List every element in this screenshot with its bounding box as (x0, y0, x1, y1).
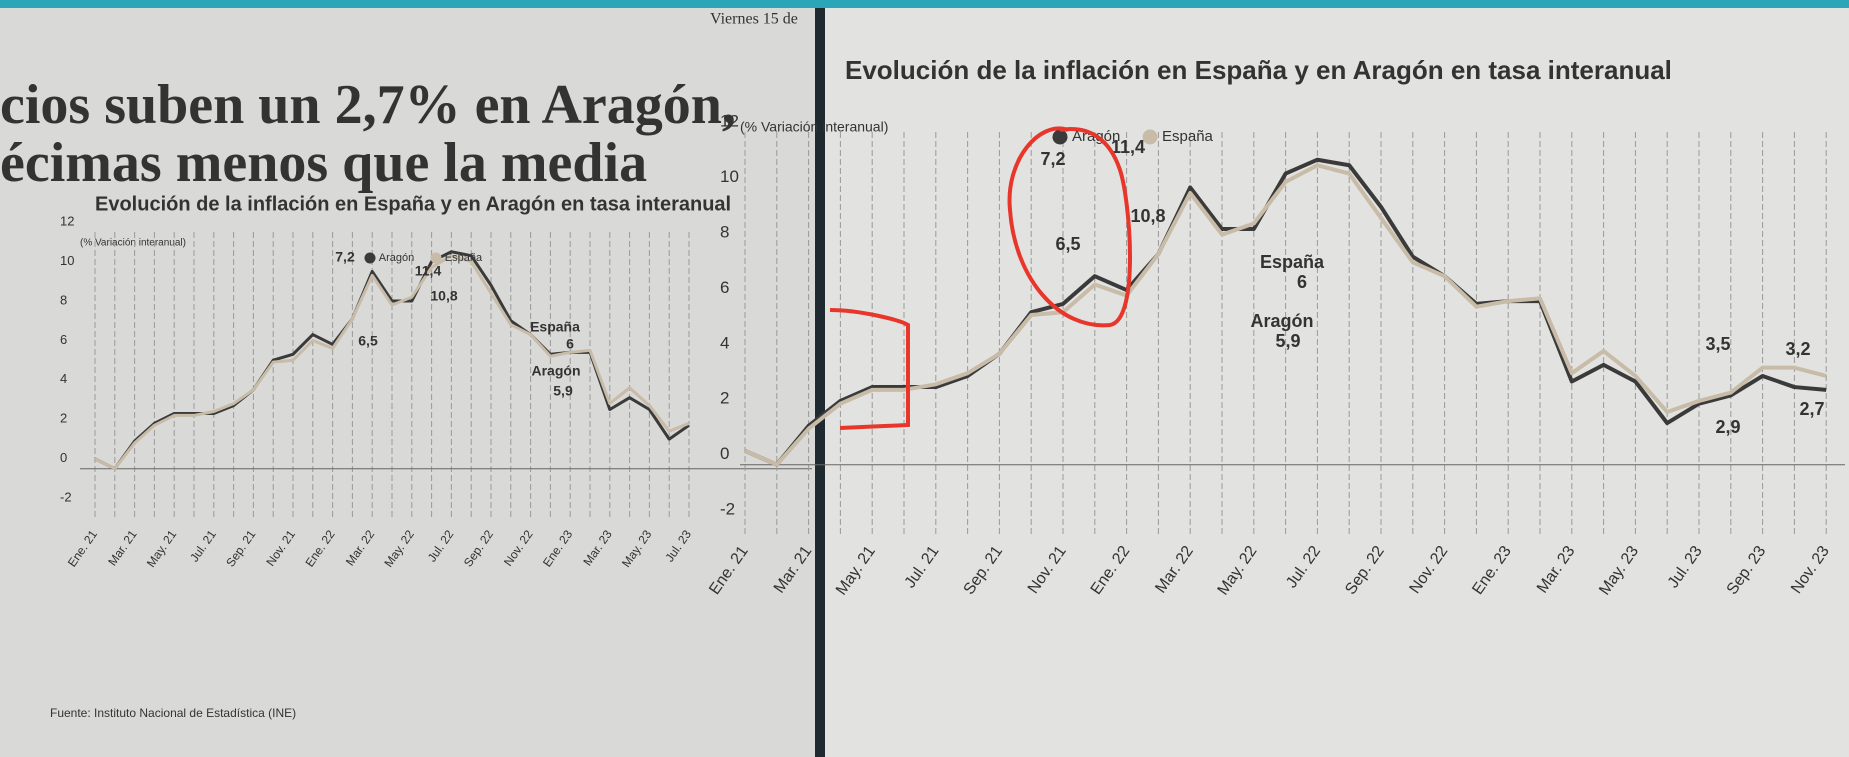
annotation: 11,4 (1111, 137, 1145, 157)
annotation: 5,9 (553, 383, 573, 399)
y-tick-label: 10 (720, 167, 739, 186)
legend-swatch (1142, 129, 1158, 145)
annotation: España (530, 319, 580, 335)
dateline: Viernes 15 de (710, 11, 798, 28)
legend-label: Aragón (379, 252, 414, 264)
y-tick-label: 0 (60, 450, 67, 465)
series-line (94, 254, 690, 471)
series-line (744, 163, 1827, 467)
y-tick-label: 4 (720, 333, 729, 352)
annotation: 2,9 (1715, 417, 1740, 437)
y-axis-label: (% Variación interanual) (740, 119, 888, 135)
annotation: 11,4 (415, 263, 442, 279)
annotation: Aragón (532, 363, 581, 379)
annotation: 6 (566, 336, 574, 352)
annotation: 7,2 (1040, 149, 1065, 169)
y-tick-label: 6 (720, 278, 729, 297)
annotation: 6 (1297, 272, 1307, 292)
annotation: 6,5 (1055, 234, 1080, 254)
y-tick-label: -2 (60, 490, 72, 505)
left-page (0, 0, 815, 757)
y-tick-label: 6 (60, 332, 67, 347)
y-tick-label: 0 (720, 444, 729, 463)
y-tick-label: 12 (60, 213, 74, 228)
legend-swatch (430, 252, 442, 264)
annotation: 5,9 (1275, 331, 1300, 351)
y-tick-label: -2 (720, 500, 735, 519)
red-circle (1007, 126, 1132, 328)
legend-label: España (1162, 128, 1214, 145)
y-tick-label: 2 (720, 389, 729, 408)
annotation: 6,5 (358, 333, 378, 349)
headline: cios suben un 2,7% en Aragón, (0, 74, 736, 136)
headline: écimas menos que la media (0, 132, 647, 194)
legend-label: España (445, 252, 483, 264)
legend-swatch (364, 252, 376, 264)
annotation: 3,5 (1705, 334, 1730, 354)
annotation: Aragón (1251, 311, 1314, 331)
annotation: España (1260, 252, 1325, 272)
y-tick-label: 10 (60, 253, 74, 268)
legend-swatch (1052, 129, 1068, 145)
chart-title: Evolución de la inflación en España y en… (95, 193, 731, 215)
top-strip (0, 0, 1849, 8)
y-axis-label: (% Variación interanual) (80, 238, 186, 249)
separator (815, 0, 825, 757)
annotation: 7,2 (335, 249, 355, 265)
annotation: 10,8 (430, 288, 457, 304)
source: Fuente: Instituto Nacional de Estadístic… (50, 706, 296, 720)
y-tick-label: 8 (720, 222, 729, 241)
annotation: 2,7 (1799, 399, 1824, 419)
y-tick-label: 12 (720, 111, 739, 130)
annotation: 3,2 (1785, 339, 1810, 359)
right-page (825, 0, 1849, 757)
red-bracket (829, 308, 910, 430)
chart-title: Evolución de la inflación en España y en… (845, 55, 1672, 85)
y-tick-label: 2 (60, 411, 67, 426)
y-tick-label: 8 (60, 292, 67, 307)
y-tick-label: 4 (60, 371, 67, 386)
annotation: 10,8 (1130, 206, 1165, 226)
